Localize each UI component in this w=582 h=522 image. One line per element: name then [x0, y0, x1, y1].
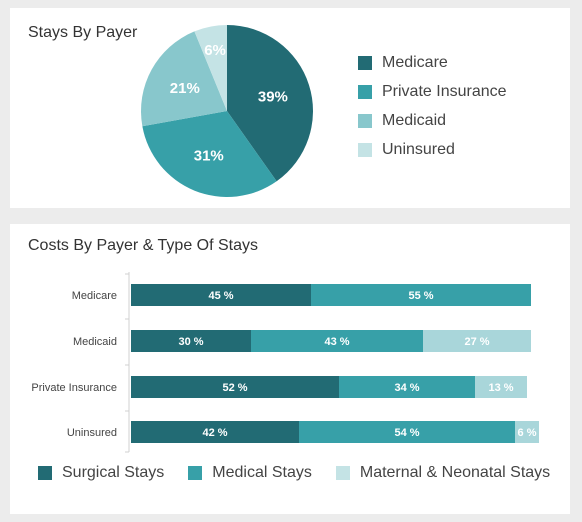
legend-swatch-surgical [38, 466, 52, 480]
pie-slice-label-medicaid: 21% [170, 80, 200, 97]
bar-value-label-medicaid-surgical-stays: 30 % [178, 336, 203, 348]
legend-label: Medicare [382, 53, 448, 71]
legend-swatch-medicare [358, 55, 372, 70]
pie-slice-medicare[interactable] [227, 25, 313, 182]
bar-value-label-uninsured-maternal-neonatal-stays: 6 % [518, 427, 537, 439]
bar-value-label-uninsured-medical-stays: 54 % [394, 427, 419, 439]
legend-swatch-private-insurance [358, 84, 372, 99]
costs-by-payer-card: Costs By Payer & Type Of Stays Medicare 4… [10, 224, 570, 514]
bar-value-label-private-insurance-surgical-stays: 52 % [222, 382, 247, 394]
pie-chart: 39% 31% 21% 6% [141, 25, 313, 197]
bar-uninsured-surgical-stays[interactable] [131, 421, 299, 443]
pie-slice-medicaid[interactable] [141, 31, 227, 127]
category-label-medicare: Medicare [72, 290, 117, 302]
legend-label: Medicaid [382, 111, 447, 129]
bar-legend-item-medical[interactable]: Medical Stays [188, 464, 312, 482]
legend-label: Maternal & Neonatal Stays [359, 464, 551, 481]
bar-private-insurance-medical-stays[interactable] [339, 376, 475, 398]
bar-medicare-surgical-stays[interactable] [131, 284, 311, 306]
legend-label: Uninsured [382, 140, 455, 158]
bar-medicaid-maternal-neonatal-stays[interactable] [423, 330, 531, 352]
pie-legend-item-uninsured[interactable]: Uninsured [358, 135, 507, 164]
bar-private-insurance-surgical-stays[interactable] [131, 376, 339, 398]
stays-by-payer-card: Stays By Payer 39% 31% 21% 6% Medicare Priv… [10, 8, 570, 208]
pie-legend-item-private-insurance[interactable]: Private Insurance [358, 77, 507, 106]
legend-label: Medical Stays [212, 464, 312, 481]
bar-medicare-medical-stays[interactable] [311, 284, 531, 306]
bar-chart-title: Costs By Payer & Type Of Stays [28, 237, 259, 254]
category-label-medicaid: Medicaid [73, 336, 117, 348]
bar-value-label-medicaid-maternal-neonatal-stays: 27 % [464, 336, 489, 348]
pie-legend-item-medicaid[interactable]: Medicaid [358, 106, 507, 135]
bar-private-insurance-maternal-neonatal-stays[interactable] [475, 376, 527, 398]
legend-swatch-medicaid [358, 113, 372, 128]
pie-legend: Medicare Private Insurance Medicaid Unin… [358, 48, 507, 164]
bar-value-label-medicare-surgical-stays: 45 % [208, 290, 233, 302]
pie-slice-label-medicare: 39% [258, 88, 288, 105]
pie-slice-label-private-insurance: 31% [194, 148, 224, 165]
pie-slice-label-uninsured: 6% [204, 42, 226, 59]
bar-value-label-private-insurance-maternal-neonatal-stays: 13 % [488, 382, 513, 394]
bar-legend-item-maternal-neonatal[interactable]: Maternal & Neonatal Stays [335, 464, 551, 482]
bar-medicaid-medical-stays[interactable] [251, 330, 423, 352]
bar-value-label-medicare-medical-stays: 55 % [408, 290, 433, 302]
bar-medicaid-surgical-stays[interactable] [131, 330, 251, 352]
pie-slice-uninsured[interactable] [194, 25, 227, 111]
bar-value-label-medicaid-medical-stays: 43 % [324, 336, 349, 348]
pie-legend-item-medicare[interactable]: Medicare [358, 48, 507, 77]
bar-value-label-uninsured-surgical-stays: 42 % [202, 427, 227, 439]
bar-value-label-private-insurance-medical-stays: 34 % [394, 382, 419, 394]
stacked-bar-chart: Medicare 45 % 55 % Medicaid 30 % 43 % 27 % Priv… [31, 272, 539, 453]
legend-swatch-medical [188, 466, 203, 480]
category-label-private-insurance: Private Insurance [31, 382, 117, 394]
legend-label: Private Insurance [382, 82, 507, 100]
pie-chart-title: Stays By Payer [28, 24, 138, 41]
bar-legend: Surgical Stays Medical Stays Maternal & … [38, 464, 550, 482]
bar-uninsured-maternal-neonatal-stays[interactable] [515, 421, 539, 443]
legend-swatch-uninsured [358, 142, 372, 157]
bar-legend-item-surgical[interactable]: Surgical Stays [38, 464, 164, 482]
category-label-uninsured: Uninsured [67, 427, 117, 439]
bar-uninsured-medical-stays[interactable] [299, 421, 515, 443]
legend-swatch-maternal-neonatal [335, 466, 350, 480]
legend-label: Surgical Stays [62, 464, 165, 481]
pie-slice-private-insurance[interactable] [142, 111, 277, 197]
